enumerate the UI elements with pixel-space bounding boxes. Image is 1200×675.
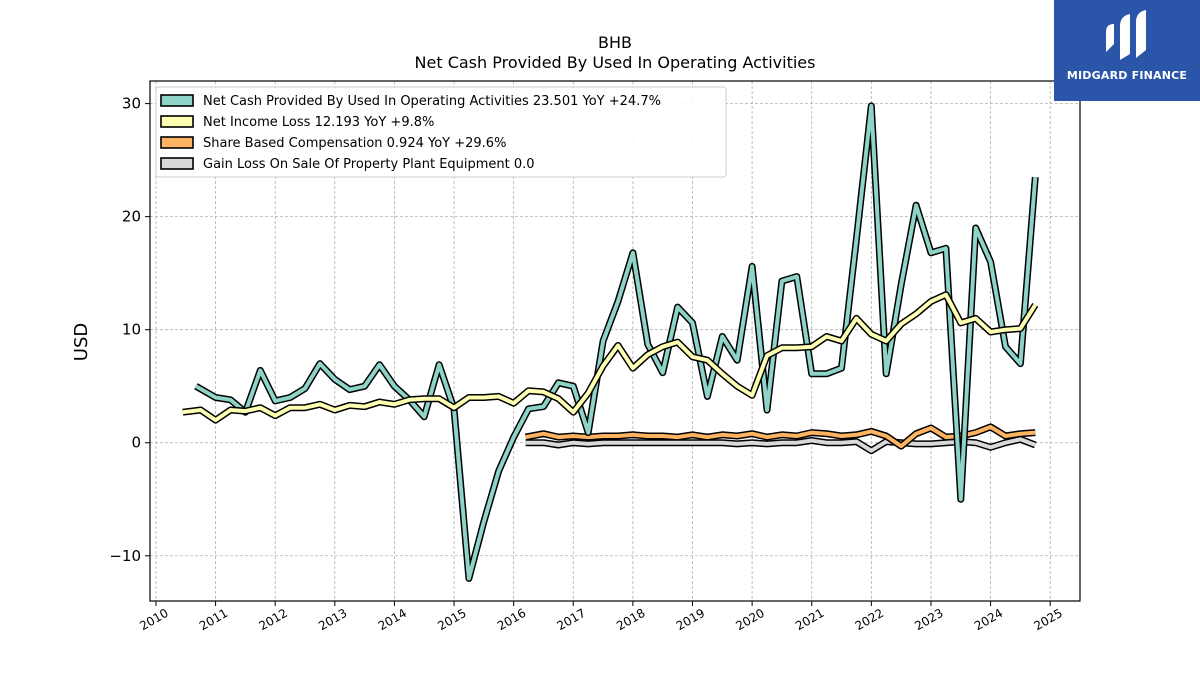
legend-swatch bbox=[160, 157, 194, 170]
chart-subtitle: Net Cash Provided By Used In Operating A… bbox=[415, 53, 816, 72]
plot-frame bbox=[149, 80, 1081, 602]
series-layer bbox=[182, 102, 1039, 582]
y-tick-label: 30 bbox=[122, 95, 141, 113]
x-tick-label: 2023 bbox=[912, 606, 945, 633]
legend-swatch bbox=[160, 115, 194, 128]
x-tick-label: 2022 bbox=[853, 606, 886, 633]
logo: MIDGARD FINANCE bbox=[1054, 0, 1200, 101]
legend-swatch bbox=[160, 94, 194, 107]
x-tick-label: 2021 bbox=[793, 606, 826, 633]
y-axis-label: USD bbox=[71, 323, 92, 361]
x-tick-label: 2019 bbox=[674, 606, 707, 633]
legend: Net Cash Provided By Used In Operating A… bbox=[155, 86, 727, 178]
legend-entry: Net Income Loss 12.193 YoY +9.8% bbox=[203, 115, 434, 130]
series-line bbox=[525, 424, 1036, 449]
x-tick-label: 2015 bbox=[435, 606, 468, 633]
legend-entry: Share Based Compensation 0.924 YoY +29.6… bbox=[203, 136, 506, 151]
x-axis: 2010 2011 2012 2013 2014 2015 2016 2017 2018 2019… bbox=[137, 601, 1065, 633]
y-tick-label: 0 bbox=[131, 434, 141, 452]
x-tick-label: 2025 bbox=[1031, 606, 1064, 633]
y-tick-label: 10 bbox=[122, 321, 141, 339]
y-tick-label: 20 bbox=[122, 208, 141, 226]
legend-entry: Gain Loss On Sale Of Property Plant Equi… bbox=[203, 157, 535, 172]
logo-icon bbox=[1106, 10, 1146, 60]
logo-text: MIDGARD FINANCE bbox=[1066, 69, 1188, 82]
x-tick-label: 2020 bbox=[733, 606, 766, 633]
legend-entry: Net Cash Provided By Used In Operating A… bbox=[203, 94, 661, 109]
x-tick-label: 2012 bbox=[256, 606, 289, 633]
x-tick-label: 2011 bbox=[197, 606, 230, 633]
x-tick-label: 2013 bbox=[316, 606, 349, 633]
x-tick-label: 2018 bbox=[614, 606, 647, 633]
legend-swatch bbox=[160, 136, 194, 149]
x-tick-label: 2017 bbox=[555, 606, 588, 633]
y-axis: −10 0 10 20 30 bbox=[109, 95, 150, 565]
x-tick-label: 2024 bbox=[972, 606, 1005, 633]
legend-box bbox=[155, 86, 727, 178]
y-tick-label: −10 bbox=[109, 547, 141, 565]
x-tick-label: 2010 bbox=[137, 606, 170, 633]
x-tick-label: 2016 bbox=[495, 606, 528, 633]
series-line bbox=[194, 103, 1038, 581]
series-line bbox=[182, 292, 1037, 423]
x-tick-label: 2014 bbox=[376, 606, 409, 633]
series-line bbox=[525, 437, 1037, 453]
chart-title: BHB bbox=[598, 33, 632, 52]
